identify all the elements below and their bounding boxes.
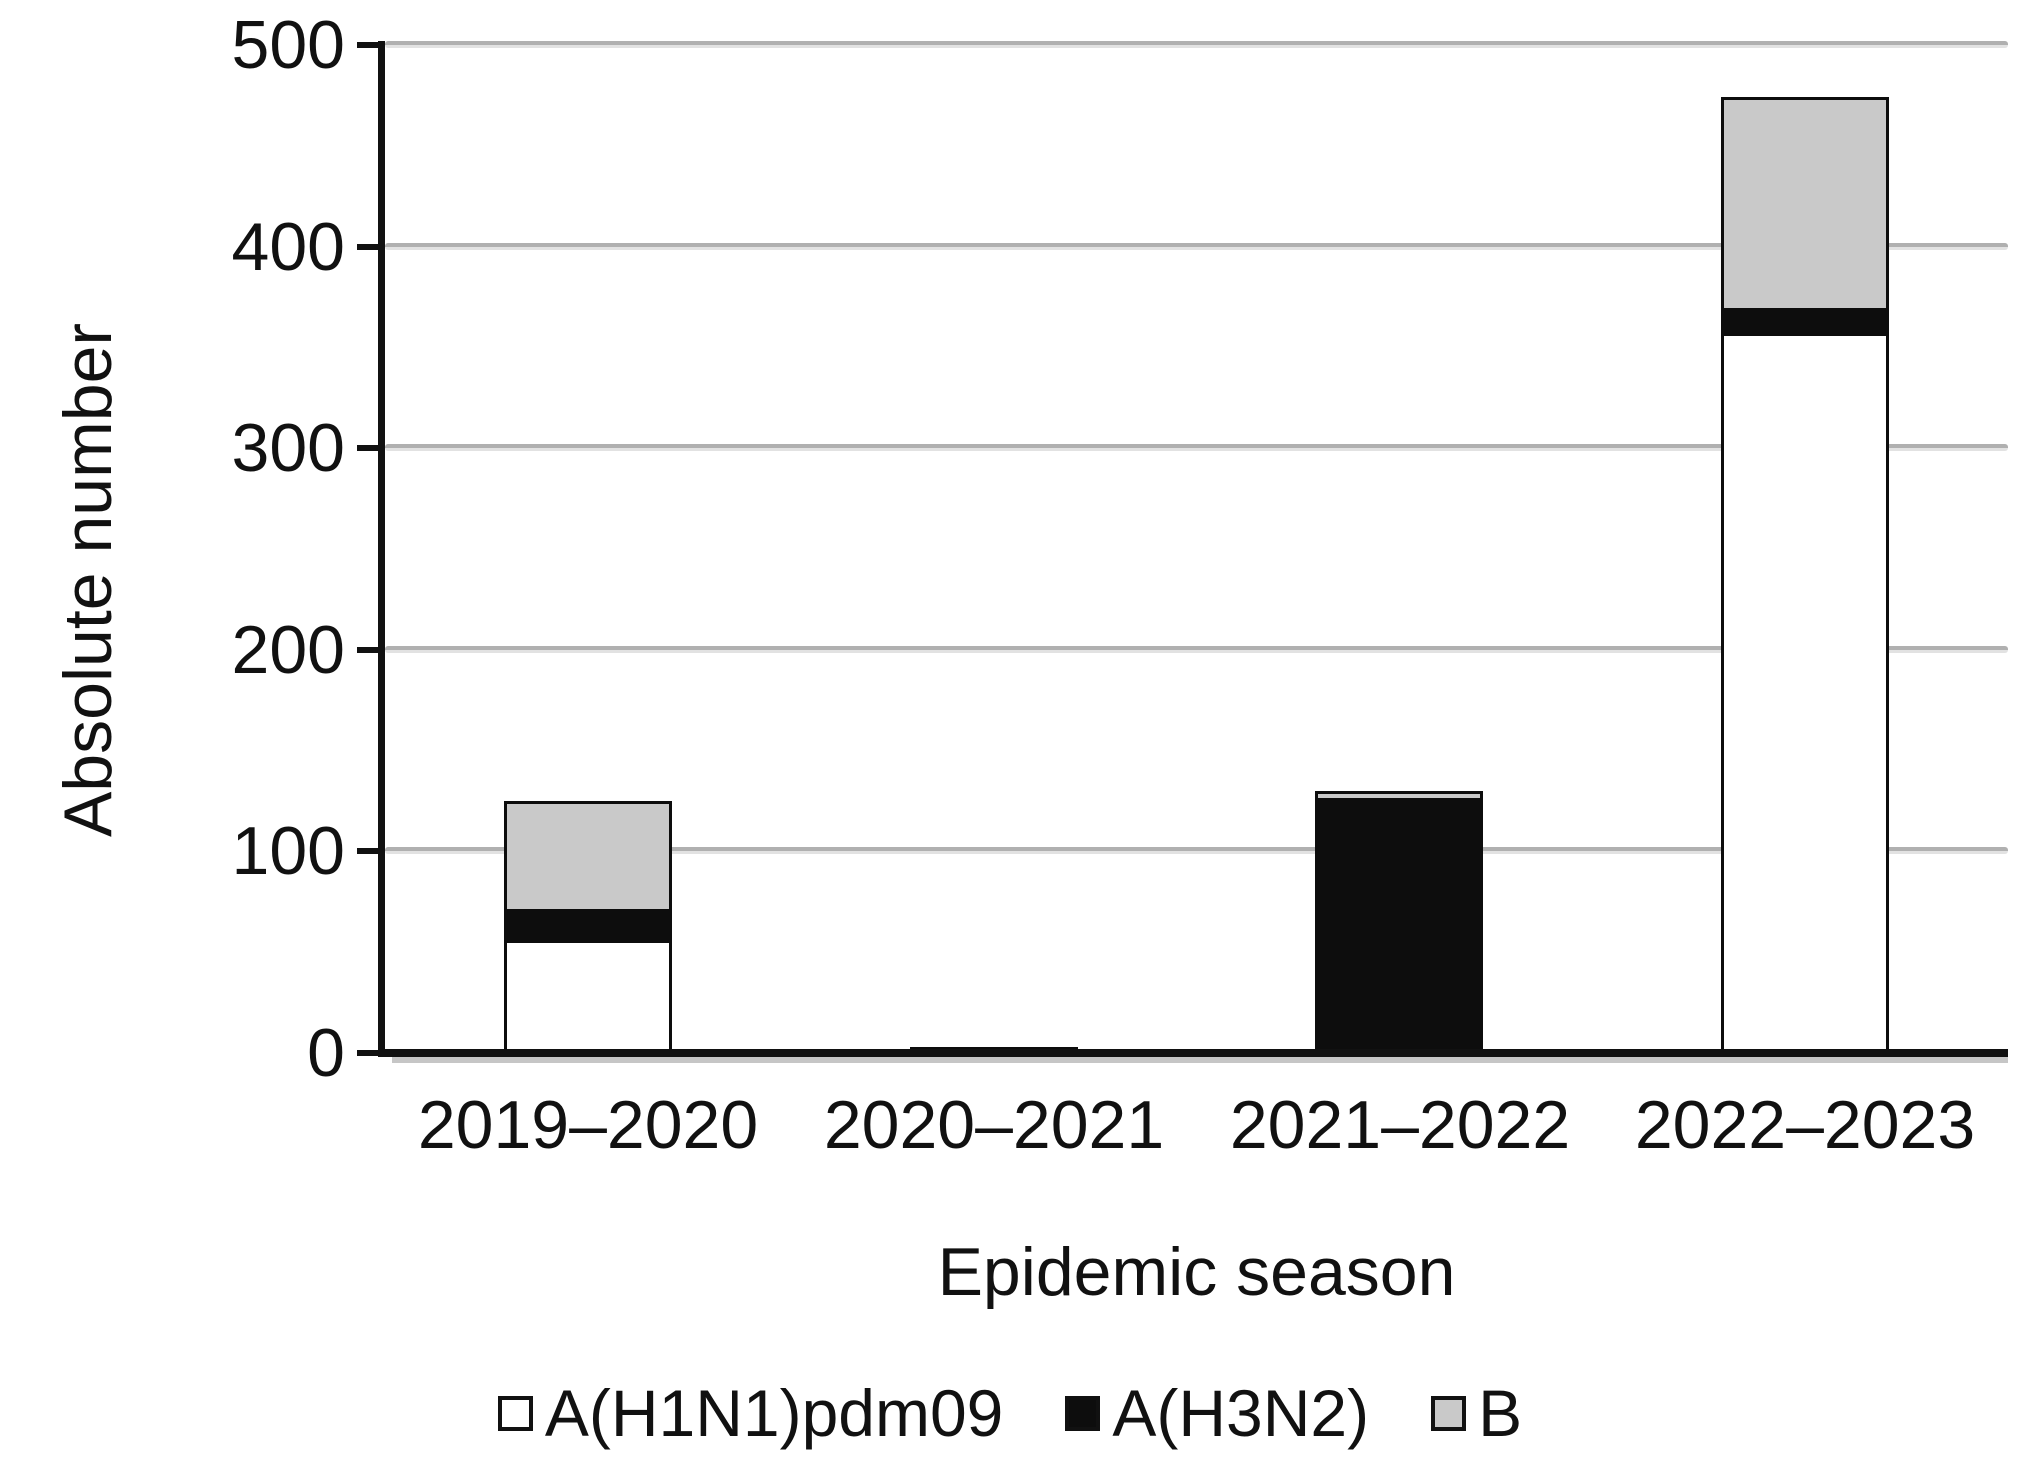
x-axis-line	[378, 1049, 2008, 1057]
legend-item: A(H1N1)pdm09	[497, 1376, 1004, 1450]
x-axis-title: Epidemic season	[937, 1234, 1456, 1310]
gridline	[385, 242, 2008, 250]
bar-segment	[1315, 801, 1483, 1053]
gridline	[385, 847, 2008, 855]
y-tick-label: 100	[231, 813, 345, 890]
legend-item: A(H3N2)	[1065, 1378, 1369, 1448]
bar	[1721, 97, 1889, 1053]
y-tick-label: 200	[231, 611, 345, 688]
x-tick-label: 2022–2023	[1634, 1087, 1976, 1163]
x-tick-label: 2021–2022	[1229, 1087, 1571, 1163]
legend-swatch-icon	[1431, 1395, 1467, 1431]
gridline	[385, 645, 2008, 653]
y-axis-line	[378, 41, 385, 1057]
y-tick-mark	[357, 848, 385, 855]
bar-segment	[1721, 311, 1889, 333]
y-tick-label: 0	[307, 1015, 345, 1091]
y-axis-title: Absolute number	[50, 322, 126, 838]
bar-segment	[504, 801, 672, 912]
y-tick-mark	[357, 445, 385, 452]
x-tick-label: 2019–2020	[417, 1087, 759, 1163]
legend-label: A(H1N1)pdm09	[544, 1376, 1004, 1450]
x-tick-label: 2020–2021	[823, 1087, 1165, 1163]
bar-segment	[1721, 333, 1889, 1053]
legend-item: B	[1431, 1378, 1522, 1448]
legend-swatch-icon	[497, 1395, 533, 1431]
y-tick-label: 500	[231, 7, 345, 83]
y-tick-mark	[357, 1050, 385, 1056]
bar-segment	[1721, 97, 1889, 311]
legend-label: B	[1478, 1376, 1523, 1450]
y-tick-mark	[357, 646, 385, 653]
bar-segment	[1315, 791, 1483, 801]
y-tick-label: 300	[231, 410, 345, 487]
legend-label: A(H3N2)	[1112, 1376, 1370, 1450]
x-axis-shadow	[392, 1057, 2008, 1063]
gridline	[385, 41, 2008, 48]
y-tick-mark	[357, 42, 385, 48]
bar-segment	[504, 940, 672, 1053]
bar	[504, 801, 672, 1053]
legend-swatch-icon	[1065, 1395, 1101, 1431]
bar-segment	[504, 912, 672, 940]
gridline	[385, 444, 2008, 452]
y-tick-label: 400	[231, 208, 345, 285]
y-tick-mark	[357, 243, 385, 250]
legend: A(H1N1)pdm09 A(H3N2) B	[0, 1378, 2020, 1448]
bar	[1315, 791, 1483, 1053]
